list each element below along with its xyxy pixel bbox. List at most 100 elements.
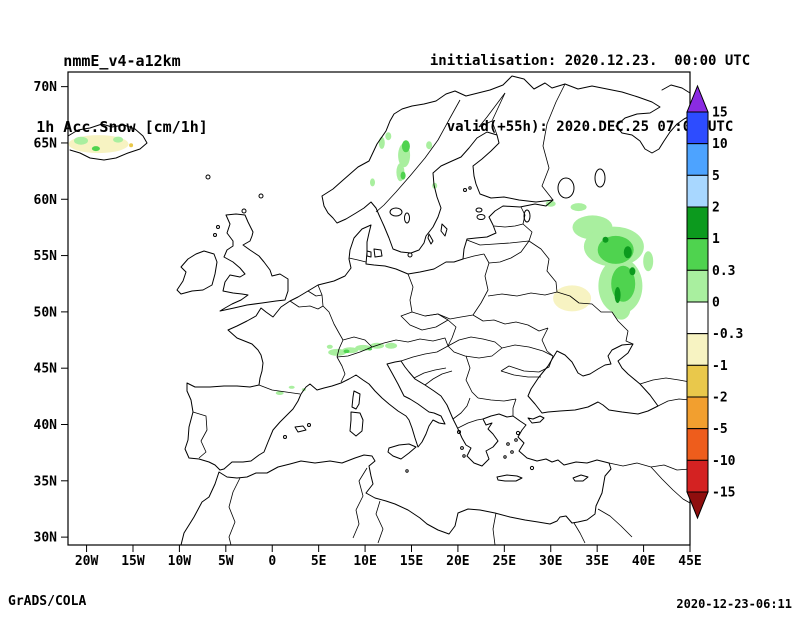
country-border [491, 92, 506, 136]
snow-region [553, 285, 592, 312]
country-border [541, 327, 554, 357]
country-border [520, 206, 526, 225]
snow-region [378, 136, 385, 149]
lake-vattern [404, 212, 410, 224]
island-menorca [307, 423, 311, 427]
country-border [348, 257, 367, 263]
colorbar-segment [686, 269, 709, 303]
colorbar-arrow-bottom [686, 491, 709, 520]
snow-region [400, 171, 406, 180]
country-border [488, 240, 530, 264]
country-border [512, 398, 517, 416]
snow-region [570, 203, 587, 212]
variable-name: 1h Acc.Snow [cm/1h] [36, 118, 208, 136]
country-border [400, 345, 449, 362]
country-border [462, 253, 485, 260]
lon-tick-label: 30E [539, 554, 562, 569]
coastline-north-africa [180, 454, 573, 546]
lon-tick-label: 5E [311, 554, 327, 569]
country-border [457, 418, 484, 429]
colorbar-label: -0.3 [712, 327, 743, 342]
country-border [639, 377, 691, 385]
country-borders [192, 83, 691, 546]
country-border [336, 356, 346, 383]
country-border [375, 99, 461, 213]
country-border [452, 397, 471, 420]
island-aegean [510, 450, 514, 454]
lon-tick-label: 15W [121, 554, 145, 569]
country-border [447, 336, 503, 349]
country-border [371, 337, 449, 348]
country-border [597, 508, 633, 538]
colorbar-label: -5 [712, 422, 728, 437]
colorbar-segment [686, 428, 709, 461]
country-border [493, 223, 524, 228]
lat-tick-label: 35N [34, 474, 58, 489]
island-rhodes [529, 465, 535, 471]
init-time: initialisation: 2020.12.23. 00:00 UTC [429, 53, 751, 69]
island-corsica [351, 390, 361, 410]
country-border [336, 339, 344, 358]
island-bornholm [407, 252, 413, 258]
colorbar-label: -15 [712, 486, 735, 501]
colorbar-segment [686, 206, 709, 240]
island-iceland [67, 123, 148, 161]
island-hebrides [213, 233, 217, 237]
island-chios [514, 438, 518, 442]
country-border [487, 291, 558, 297]
country-border [192, 411, 208, 459]
lon-tick-label: 10E [353, 554, 376, 569]
lat-tick-label: 45N [34, 362, 58, 377]
island-mallorca [294, 425, 307, 433]
coastline-mediterranean-levant [223, 360, 612, 524]
country-border [573, 522, 586, 544]
lon-tick-label: 15E [400, 554, 423, 569]
island-hebrides [216, 225, 220, 229]
lat-tick-label: 60N [34, 193, 58, 208]
snow-region [385, 342, 398, 349]
lon-tick-label: 10W [168, 554, 192, 569]
country-border [375, 500, 384, 544]
country-border [424, 370, 453, 386]
lon-tick-label: 5W [218, 554, 234, 569]
snow-region [328, 348, 347, 356]
snow-region [623, 246, 632, 259]
lon-tick-label: 45E [678, 554, 701, 569]
country-border [477, 397, 517, 402]
country-border [501, 344, 554, 357]
snow-region [612, 299, 631, 320]
country-border [411, 311, 474, 320]
country-border [447, 345, 503, 359]
country-border [500, 355, 554, 373]
snow-region [275, 391, 284, 395]
island-funen [366, 250, 372, 258]
country-border [541, 83, 566, 201]
colorbar-label: 15 [712, 106, 728, 121]
colorbar-label: 10 [712, 137, 728, 152]
country-border [289, 300, 324, 310]
island-cyprus [572, 474, 589, 482]
island-corfu [457, 430, 461, 434]
colorbar-segment [686, 333, 709, 366]
country-border [472, 253, 490, 316]
lat-tick-label: 65N [34, 136, 58, 151]
country-border [478, 92, 506, 128]
colorbar-label: 2 [712, 201, 720, 216]
island-lesbos [515, 430, 521, 436]
lat-tick-label: 40N [34, 418, 58, 433]
snow-region [370, 178, 375, 187]
lat-tick-label: 70N [34, 80, 58, 95]
island-kefalonia [460, 446, 464, 450]
colorbar-segment [686, 396, 709, 430]
island-ireland [176, 250, 218, 295]
country-border [322, 305, 344, 341]
colorbar-segment [686, 143, 709, 176]
creation-timestamp: 2020-12-23-06:11 [676, 597, 792, 611]
country-border [307, 290, 323, 297]
country-border [413, 367, 447, 379]
island-gotland [440, 223, 448, 237]
snow-region [113, 136, 124, 143]
island-ibiza [283, 435, 287, 439]
lat-tick-label: 50N [34, 305, 58, 320]
snow-region [288, 385, 295, 389]
